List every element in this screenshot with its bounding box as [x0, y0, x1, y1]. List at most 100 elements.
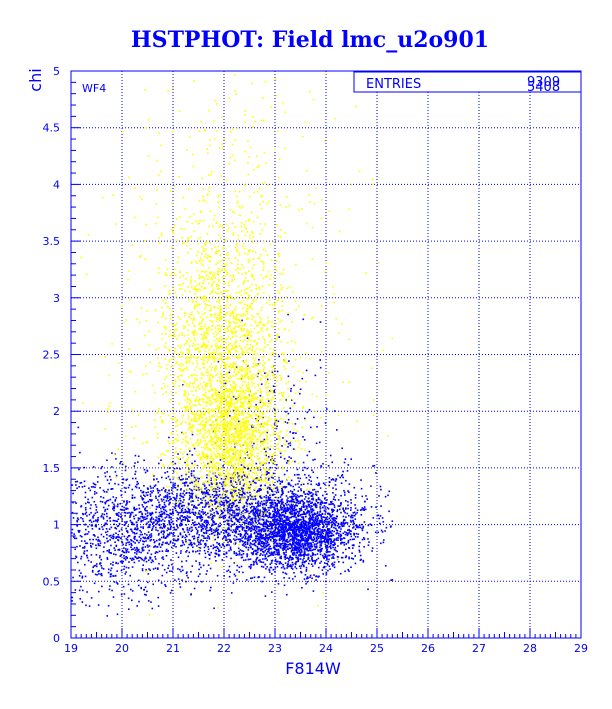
data-point — [84, 507, 87, 509]
data-point — [266, 499, 269, 502]
data-point — [347, 501, 349, 503]
data-point — [282, 528, 284, 531]
data-point — [320, 548, 323, 550]
data-point — [258, 529, 260, 531]
data-point — [301, 522, 303, 524]
data-point — [331, 563, 333, 566]
data-point — [292, 563, 294, 566]
data-point — [134, 549, 137, 551]
data-point — [317, 517, 319, 519]
data-point — [112, 496, 115, 498]
data-point — [120, 494, 123, 497]
data-point — [201, 518, 204, 521]
data-point — [83, 550, 86, 552]
data-point — [234, 539, 236, 542]
data-point — [156, 539, 158, 542]
data-point — [283, 577, 285, 579]
data-point — [322, 556, 325, 558]
data-point — [341, 523, 343, 525]
data-point — [251, 553, 254, 556]
data-point — [307, 557, 310, 559]
data-point — [290, 390, 292, 392]
data-point — [319, 533, 321, 536]
data-point — [310, 532, 313, 535]
data-point — [310, 522, 312, 525]
data-point — [300, 499, 303, 502]
data-point — [189, 516, 191, 519]
data-point — [247, 510, 249, 512]
data-point — [262, 551, 265, 553]
data-point — [269, 523, 272, 526]
data-point — [332, 492, 334, 494]
data-point — [140, 515, 142, 518]
data-point — [307, 527, 310, 529]
data-point — [228, 549, 230, 552]
data-point — [292, 541, 294, 544]
data-point — [295, 525, 298, 527]
data-point — [271, 591, 273, 593]
data-point — [319, 551, 321, 553]
data-point — [90, 546, 93, 548]
data-point — [236, 578, 238, 581]
data-point — [205, 532, 208, 535]
data-point — [276, 512, 279, 515]
data-point — [199, 502, 202, 504]
data-point — [150, 538, 152, 541]
data-point — [176, 511, 178, 513]
data-point — [324, 510, 327, 513]
data-point — [201, 516, 203, 519]
data-point — [189, 542, 192, 544]
data-point — [264, 509, 266, 511]
data-point — [180, 550, 182, 552]
data-point — [280, 537, 283, 540]
data-point — [137, 527, 139, 530]
data-point — [342, 507, 344, 509]
data-point — [174, 484, 176, 487]
data-point — [331, 521, 333, 523]
data-point — [358, 551, 361, 553]
data-point — [126, 478, 128, 481]
data-point — [333, 540, 335, 542]
data-point — [257, 538, 260, 540]
data-point — [284, 511, 287, 513]
data-point — [316, 537, 318, 540]
data-point — [352, 520, 354, 522]
data-point — [215, 530, 217, 532]
data-point — [297, 560, 300, 563]
data-point — [287, 518, 290, 520]
data-point — [259, 535, 262, 537]
data-point — [314, 502, 316, 505]
data-point — [151, 499, 153, 501]
data-point — [267, 524, 269, 527]
data-point — [81, 577, 84, 579]
data-point — [264, 535, 267, 537]
data-point — [300, 538, 303, 540]
data-point — [200, 566, 202, 569]
data-point — [96, 565, 98, 568]
data-point — [251, 505, 253, 508]
data-point — [322, 573, 324, 575]
data-point — [348, 547, 350, 549]
data-point — [252, 498, 254, 501]
data-point — [201, 534, 203, 537]
data-point — [212, 520, 214, 523]
data-point — [205, 502, 207, 504]
data-point — [170, 525, 172, 528]
data-point — [227, 528, 230, 530]
data-point — [315, 494, 318, 497]
data-point — [287, 536, 290, 539]
data-point — [283, 567, 286, 570]
data-point — [252, 528, 254, 531]
data-point — [275, 520, 278, 522]
data-point — [120, 513, 122, 515]
data-point — [273, 551, 276, 553]
data-point — [250, 566, 252, 568]
data-point — [170, 589, 173, 592]
data-point — [321, 529, 323, 532]
data-point — [141, 504, 144, 506]
data-point — [283, 531, 285, 533]
data-point — [293, 532, 295, 534]
data-point — [188, 551, 190, 554]
data-point — [227, 541, 229, 544]
data-point — [308, 450, 311, 453]
